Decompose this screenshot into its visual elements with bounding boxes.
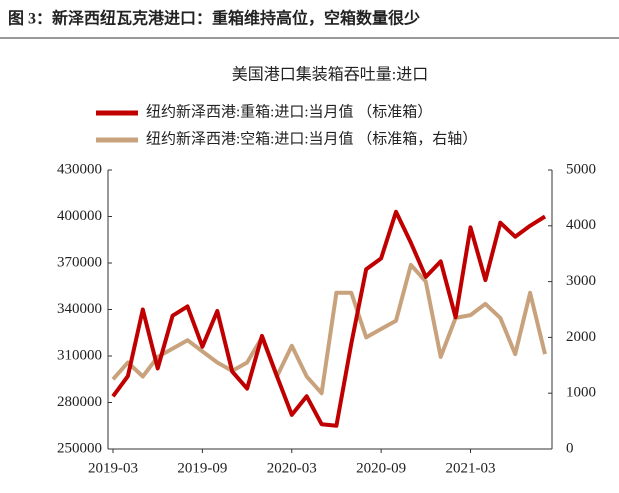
y-tick-label: 340000	[57, 301, 102, 317]
x-tick-label: 2020-09	[356, 460, 406, 476]
chart-title: 美国港口集装箱吞吐量:进口	[232, 66, 428, 84]
y2-tick-label: 3000	[566, 273, 596, 289]
y-tick-label: 370000	[57, 254, 102, 270]
y-tick-label: 310000	[57, 347, 102, 363]
y2-tick-label: 1000	[566, 385, 596, 401]
y2-tick-label: 2000	[566, 329, 596, 345]
series-line	[111, 262, 547, 396]
y-tick-label: 280000	[57, 394, 102, 410]
y2-tick-label: 4000	[566, 217, 596, 233]
y2-tick-label: 0	[566, 440, 574, 456]
x-tick-label: 2020-03	[267, 460, 317, 476]
y2-tick-label: 5000	[566, 161, 596, 177]
series-line	[111, 209, 547, 428]
legend-label: 纽约新泽西港:重箱:进口:当月值 （标准箱）	[146, 103, 432, 120]
x-tick-label: 2019-03	[88, 460, 138, 476]
y-tick-label: 400000	[57, 208, 102, 224]
legend-label: 纽约新泽西港:空箱:进口:当月值 （标准箱，右轴）	[146, 130, 477, 147]
y-tick-label: 430000	[57, 161, 102, 177]
x-tick-label: 2021-03	[446, 460, 496, 476]
y-tick-label: 250000	[57, 440, 102, 456]
figure-title: 图 3：新泽西纽瓦克港进口：重箱维持高位，空箱数量很少	[8, 9, 420, 28]
x-tick-label: 2019-09	[177, 460, 227, 476]
